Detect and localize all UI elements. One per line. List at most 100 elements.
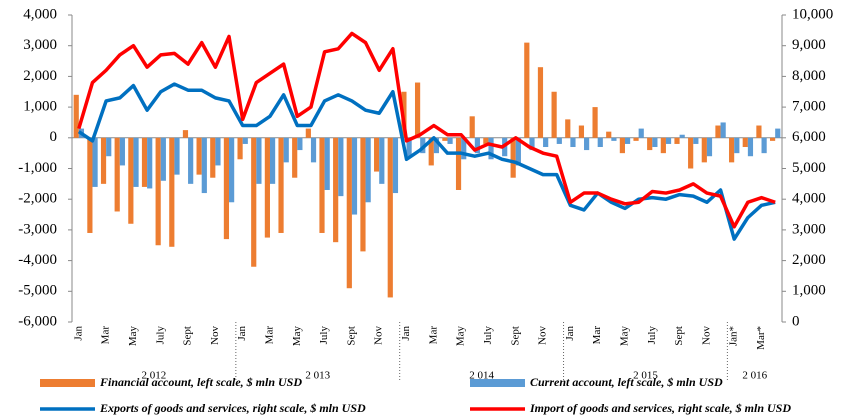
bar — [720, 122, 726, 138]
bar — [674, 137, 680, 144]
bar — [333, 137, 339, 243]
bar — [638, 128, 644, 138]
bar — [196, 137, 202, 175]
bar — [379, 137, 385, 184]
bar — [223, 137, 230, 240]
x-tick-label: May — [127, 326, 139, 347]
bar — [537, 67, 544, 138]
y-tick-label: 1,000 — [23, 99, 57, 115]
bar — [769, 137, 776, 141]
bar — [578, 125, 585, 138]
y-tick-label: -3,000 — [18, 221, 57, 237]
bar — [606, 131, 612, 138]
y2-tick-label: 5,000 — [792, 160, 826, 176]
bar — [264, 137, 270, 238]
bar — [584, 137, 590, 151]
y2-tick-label: 8,000 — [792, 68, 826, 84]
bar — [114, 137, 120, 212]
bar — [310, 137, 317, 163]
bar — [392, 137, 399, 194]
x-tick-label: July — [318, 326, 330, 345]
bar — [351, 137, 358, 215]
y2-tick-label: 10,000 — [792, 6, 833, 22]
x-tick-label: July — [646, 326, 658, 345]
bar — [237, 137, 243, 160]
x-tick-label: Mar — [591, 326, 603, 345]
line — [77, 31, 776, 229]
bar — [734, 137, 740, 154]
bar — [515, 137, 521, 166]
bar — [775, 128, 781, 138]
legend-swatch — [470, 379, 525, 387]
bar — [414, 82, 421, 138]
bar — [305, 128, 311, 138]
year-label: 2 015 — [633, 370, 658, 382]
bar — [543, 137, 549, 148]
bar — [447, 137, 453, 144]
bar — [592, 107, 598, 138]
bar — [119, 137, 125, 166]
bar — [174, 137, 180, 175]
line — [77, 82, 776, 241]
bar — [269, 137, 276, 184]
x-tick-label: May — [619, 326, 631, 347]
bar — [455, 137, 462, 190]
bar — [283, 137, 289, 163]
legend-label: Financial account, left scale, $ mln USD — [99, 375, 302, 389]
bar — [278, 137, 284, 233]
bar — [374, 137, 380, 172]
x-tick-label: Sept — [345, 326, 357, 346]
x-tick-label: Nov — [209, 326, 221, 345]
bar — [761, 137, 767, 154]
bar — [660, 137, 666, 154]
x-tick-label: Nov — [700, 326, 712, 345]
bar — [483, 137, 489, 144]
bar — [406, 137, 412, 157]
y-tick-label: 2,000 — [23, 68, 57, 84]
bar — [611, 137, 617, 141]
x-tick-label: Jan — [564, 326, 576, 341]
x-tick-label: Sept — [673, 326, 685, 346]
year-label: 2 013 — [305, 370, 330, 382]
bar — [715, 125, 721, 138]
bar — [524, 42, 530, 138]
bar — [461, 137, 467, 160]
y-tick-label: -4,000 — [18, 252, 57, 268]
x-tick-label: Sept — [509, 326, 521, 346]
bar — [128, 137, 134, 224]
bar — [706, 137, 713, 157]
bar — [106, 137, 112, 157]
bar — [188, 137, 194, 184]
bar — [469, 116, 475, 138]
bar — [570, 137, 576, 148]
legend-label: Import of goods and services, right scal… — [529, 401, 791, 415]
x-tick-label: Mar — [264, 326, 276, 345]
bar — [633, 137, 639, 141]
bar — [365, 137, 371, 203]
bar — [73, 94, 79, 138]
x-tick-label: Nov — [373, 326, 385, 345]
bar — [147, 137, 153, 189]
bar — [92, 137, 98, 187]
bar — [242, 137, 248, 144]
y2-tick-label: 6,000 — [792, 129, 826, 145]
bar — [742, 137, 748, 148]
bar — [100, 137, 107, 184]
bar — [87, 137, 93, 233]
year-label: 2 016 — [742, 370, 767, 382]
bar — [433, 137, 440, 154]
bar — [201, 137, 207, 194]
bar — [679, 134, 685, 138]
bar — [215, 137, 221, 166]
y-tick-label: 0 — [50, 129, 58, 145]
bar — [556, 137, 562, 144]
bar — [229, 137, 235, 203]
y2-tick-label: 1,000 — [792, 283, 826, 299]
bar — [442, 137, 448, 141]
bar — [701, 137, 707, 163]
y2-tick-label: 3,000 — [792, 221, 826, 237]
year-label: 2 014 — [469, 370, 494, 382]
bar — [292, 137, 298, 178]
bar — [488, 137, 494, 160]
